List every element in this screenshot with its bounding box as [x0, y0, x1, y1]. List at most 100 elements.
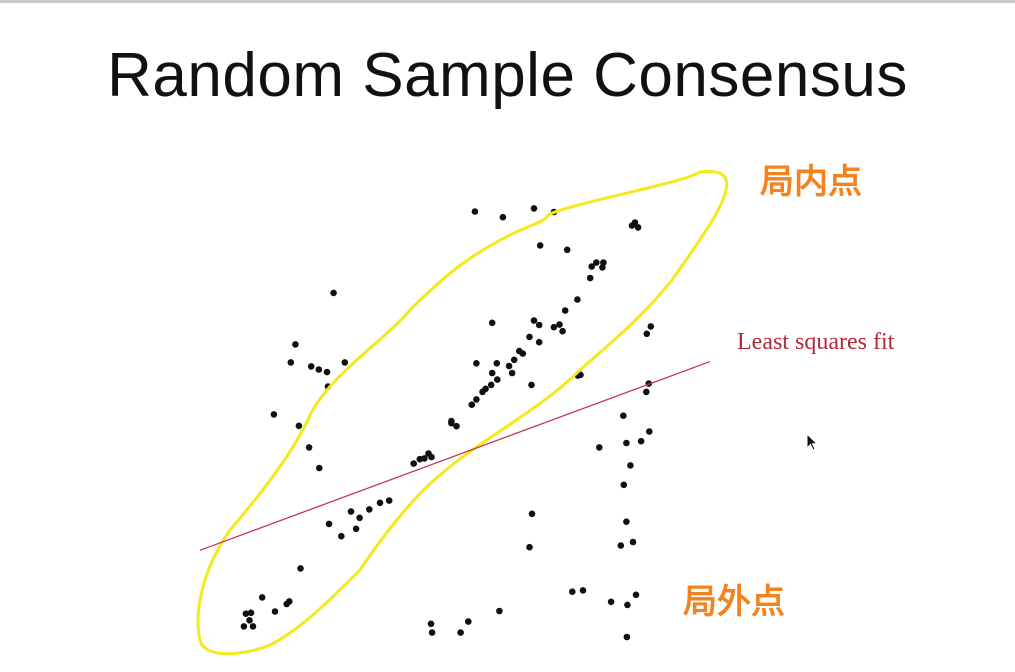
fit-line-label: Least squares fit	[737, 329, 895, 355]
data-point	[330, 289, 337, 297]
data-point	[287, 359, 295, 366]
data-point	[574, 296, 581, 303]
data-point	[295, 422, 303, 430]
data-point	[586, 274, 594, 282]
least-squares-fit-line	[199, 360, 711, 551]
data-point	[356, 514, 363, 522]
data-point	[526, 333, 533, 341]
data-point	[473, 396, 480, 403]
data-point	[508, 369, 516, 377]
data-point	[270, 411, 278, 418]
data-point	[292, 341, 299, 348]
data-points	[240, 205, 655, 641]
top-divider	[0, 0, 1015, 3]
data-point	[249, 623, 257, 630]
data-point	[428, 629, 436, 636]
data-point	[448, 417, 455, 425]
data-point	[623, 633, 631, 641]
data-point	[569, 588, 576, 595]
data-point	[341, 359, 349, 366]
data-point	[535, 321, 543, 329]
data-point	[410, 460, 418, 467]
data-point	[496, 607, 503, 615]
data-point	[561, 307, 569, 314]
data-point	[338, 532, 345, 540]
data-point	[620, 481, 628, 489]
data-point	[535, 338, 543, 346]
data-point	[316, 464, 323, 472]
data-point	[499, 213, 507, 221]
data-point	[596, 444, 603, 451]
data-point	[421, 455, 428, 462]
data-point	[271, 608, 279, 615]
data-point	[468, 401, 476, 409]
data-point	[623, 439, 630, 447]
data-point	[620, 412, 627, 420]
data-point	[305, 444, 313, 451]
data-point	[352, 525, 360, 533]
data-point	[297, 565, 304, 572]
data-point	[643, 388, 650, 396]
data-point	[283, 600, 291, 608]
data-point	[428, 453, 435, 461]
data-point	[556, 321, 563, 328]
data-point	[376, 499, 384, 507]
data-point	[629, 538, 637, 546]
data-point	[453, 422, 460, 430]
data-point	[528, 381, 535, 389]
data-point	[482, 385, 489, 393]
data-point	[646, 428, 653, 435]
data-point	[536, 242, 544, 249]
data-point	[593, 259, 600, 266]
data-point	[487, 381, 495, 389]
data-point	[493, 360, 501, 367]
data-point	[623, 518, 630, 525]
data-point	[347, 508, 355, 515]
data-point	[465, 618, 472, 625]
inliers-label: 局内点	[760, 162, 862, 202]
data-point	[510, 356, 518, 364]
slide-title: Random Sample Consensus	[107, 41, 908, 110]
data-point	[427, 620, 435, 628]
data-point	[246, 617, 253, 624]
data-point	[617, 542, 625, 549]
data-point	[530, 317, 538, 324]
data-point	[528, 510, 536, 518]
data-point	[307, 363, 315, 370]
data-point	[258, 594, 266, 601]
data-point	[588, 263, 595, 270]
data-point	[366, 506, 373, 513]
data-point	[559, 327, 566, 335]
data-point	[563, 246, 571, 254]
data-point	[647, 323, 655, 330]
mouse-pointer-icon	[806, 432, 819, 451]
outliers-label: 局外点	[683, 582, 785, 622]
data-point	[457, 629, 464, 636]
data-point	[494, 376, 501, 383]
data-point	[624, 601, 631, 609]
data-point	[488, 319, 496, 327]
data-point	[550, 323, 558, 331]
data-point	[323, 368, 331, 376]
data-point	[315, 366, 323, 373]
data-point	[325, 520, 333, 528]
data-point	[643, 330, 651, 338]
data-point	[637, 437, 645, 445]
data-point	[471, 208, 479, 215]
data-point	[600, 259, 607, 266]
data-point	[627, 462, 634, 469]
data-point	[240, 623, 248, 630]
data-point	[385, 497, 393, 504]
data-point	[519, 350, 527, 357]
data-point	[634, 224, 642, 231]
data-point	[242, 610, 250, 617]
data-point	[631, 219, 639, 226]
data-point	[473, 360, 480, 367]
data-point	[530, 205, 538, 212]
data-point	[526, 543, 533, 551]
data-point	[579, 587, 587, 594]
data-point	[505, 362, 513, 370]
data-point	[607, 598, 615, 606]
inlier-boundary	[196, 169, 729, 656]
